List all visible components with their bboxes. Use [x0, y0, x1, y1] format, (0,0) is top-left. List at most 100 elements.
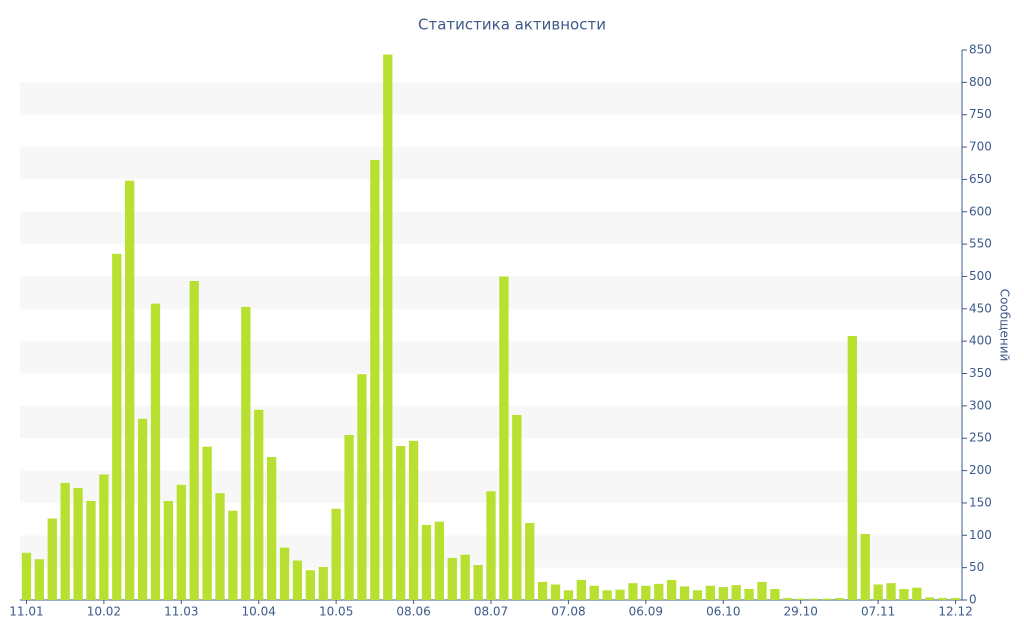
bar [731, 585, 741, 600]
y-tick-label: 500 [969, 269, 992, 283]
y-tick-label: 650 [969, 172, 992, 186]
grid-band [20, 405, 962, 439]
bar [408, 440, 419, 600]
bar [821, 598, 832, 600]
bar [112, 253, 122, 600]
y-tick-label: 850 [969, 43, 992, 57]
bar [576, 579, 586, 600]
bar [641, 585, 651, 600]
bar [21, 552, 32, 600]
bar [460, 554, 470, 600]
grid-band [20, 147, 962, 180]
bar [47, 518, 57, 600]
bar [808, 598, 819, 600]
x-tick-label: 08.07 [474, 605, 508, 619]
bar [589, 585, 599, 600]
bar [937, 598, 948, 600]
y-tick-label: 0 [969, 593, 977, 607]
y-tick-label: 450 [969, 301, 992, 315]
bar [499, 276, 509, 600]
bar [705, 585, 716, 600]
x-tick-label: 10.02 [87, 605, 121, 619]
bar [770, 589, 780, 600]
bar [796, 598, 806, 600]
bar [718, 587, 728, 600]
y-tick-label: 600 [969, 204, 992, 218]
bar [873, 584, 883, 600]
y-tick-label: 50 [969, 560, 984, 574]
bar [550, 584, 561, 600]
bar [783, 598, 793, 600]
y-tick-label: 150 [969, 495, 992, 509]
bar [189, 281, 199, 600]
bar [434, 521, 445, 600]
bar [912, 587, 922, 600]
bar [847, 336, 857, 600]
bar [176, 484, 186, 600]
bar [602, 590, 612, 600]
bar [305, 570, 315, 600]
bar [886, 583, 896, 600]
bar [60, 482, 70, 600]
x-tick-label: 07.08 [551, 605, 585, 619]
bar [473, 565, 483, 600]
bar [241, 306, 251, 600]
bar [744, 589, 754, 600]
bar [525, 523, 535, 600]
bar [628, 583, 638, 600]
x-tick-label: 12.12 [938, 605, 972, 619]
bar [396, 446, 406, 600]
bar [925, 597, 935, 600]
y-tick-label: 800 [969, 75, 992, 89]
bar [692, 590, 703, 600]
bar [279, 547, 290, 600]
bar [950, 598, 961, 600]
bar [99, 474, 109, 600]
bar [73, 488, 83, 600]
grid-band [20, 276, 962, 309]
bar [357, 374, 367, 600]
x-tick-label: 08.06 [396, 605, 430, 619]
x-tick-label: 10.04 [242, 605, 276, 619]
x-tick-label: 29.10 [784, 605, 818, 619]
chart-title: Статистика активности [418, 16, 606, 34]
y-tick-label: 100 [969, 528, 992, 542]
x-tick-label: 10.05 [319, 605, 353, 619]
y-tick-label: 550 [969, 237, 992, 251]
bar [228, 510, 238, 600]
bar [318, 567, 328, 600]
bar [125, 180, 135, 601]
bar [137, 418, 148, 600]
bar [150, 303, 161, 600]
grid-band [20, 82, 962, 115]
grid-band [20, 341, 962, 374]
x-tick-label: 11.01 [9, 605, 43, 619]
grid-band [20, 211, 962, 245]
bar [370, 160, 380, 600]
y-tick-label: 700 [969, 140, 992, 154]
bar [383, 54, 393, 600]
bar [899, 589, 909, 600]
bar [86, 501, 96, 600]
y-tick-label: 300 [969, 398, 992, 412]
bar [512, 414, 522, 600]
bar [421, 524, 432, 600]
y-tick-label: 350 [969, 366, 992, 380]
bar [202, 446, 212, 600]
bar [486, 491, 496, 600]
y-tick-label: 200 [969, 463, 992, 477]
y-tick-label: 400 [969, 334, 992, 348]
bar [563, 590, 574, 600]
x-tick-label: 06.10 [706, 605, 740, 619]
y-axis-label: Сообщений [998, 289, 1012, 362]
bar [667, 579, 677, 600]
x-tick-label: 06.09 [629, 605, 663, 619]
bar [163, 501, 174, 600]
bar [344, 435, 354, 600]
bar [215, 493, 225, 600]
bar [254, 409, 264, 600]
bar [679, 586, 690, 600]
bar [266, 457, 277, 600]
y-tick-label: 750 [969, 107, 992, 121]
bar [447, 557, 457, 600]
